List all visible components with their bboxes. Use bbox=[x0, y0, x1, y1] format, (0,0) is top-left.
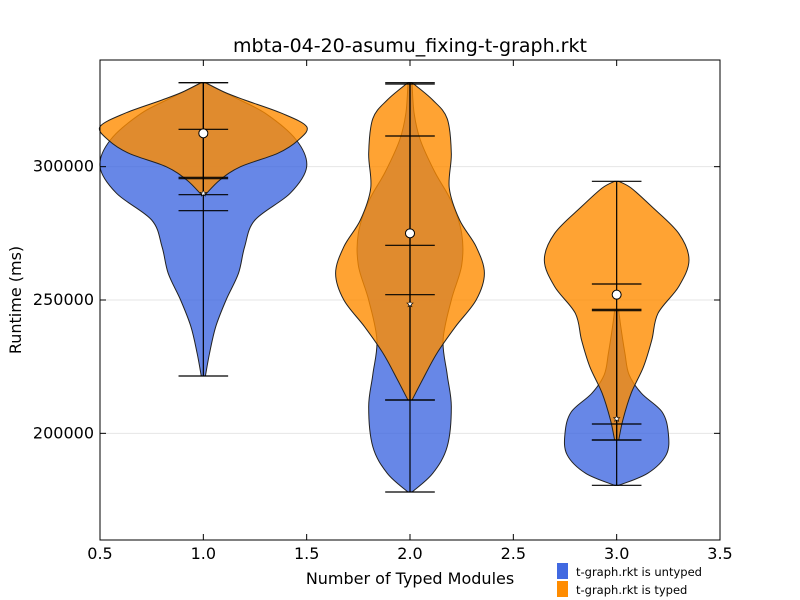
mean-marker-untyped bbox=[199, 189, 208, 197]
mean-marker-typed bbox=[198, 128, 209, 139]
y-axis-label: Runtime (ms) bbox=[6, 246, 25, 354]
axis-ticks: 200000 250000 300000 0.5 1.0 1.5 2.0 2.5 3.0 3.5 bbox=[33, 60, 733, 563]
y-tick-label: 200000 bbox=[33, 423, 94, 442]
x-tick-label: 1.5 bbox=[294, 544, 319, 563]
legend-swatch-typed bbox=[557, 581, 568, 597]
x-tick-label: 1.0 bbox=[191, 544, 216, 563]
legend-label-untyped: t-graph.rkt is untyped bbox=[576, 565, 702, 579]
y-tick-label: 300000 bbox=[33, 157, 94, 176]
x-axis-label: Number of Typed Modules bbox=[306, 569, 514, 588]
x-tick-label: 0.5 bbox=[87, 544, 112, 563]
statistics-markers bbox=[178, 82, 642, 493]
mean-marker-untyped bbox=[612, 414, 621, 422]
x-tick-label: 3.0 bbox=[604, 544, 629, 563]
mean-marker-untyped bbox=[406, 299, 414, 308]
x-tick-label: 3.5 bbox=[707, 544, 732, 563]
mean-marker-typed bbox=[611, 289, 622, 300]
chart-title: mbta-04-20-asumu_fixing-t-graph.rkt bbox=[233, 35, 587, 57]
x-tick-label: 2.0 bbox=[397, 544, 422, 563]
mean-marker-typed bbox=[405, 228, 415, 239]
x-tick-label: 2.5 bbox=[501, 544, 526, 563]
y-tick-label: 250000 bbox=[33, 290, 94, 309]
legend-swatch-untyped bbox=[557, 563, 568, 579]
legend-label-typed: t-graph.rkt is typed bbox=[576, 583, 687, 597]
legend: t-graph.rkt is untyped t-graph.rkt is ty… bbox=[557, 563, 702, 597]
